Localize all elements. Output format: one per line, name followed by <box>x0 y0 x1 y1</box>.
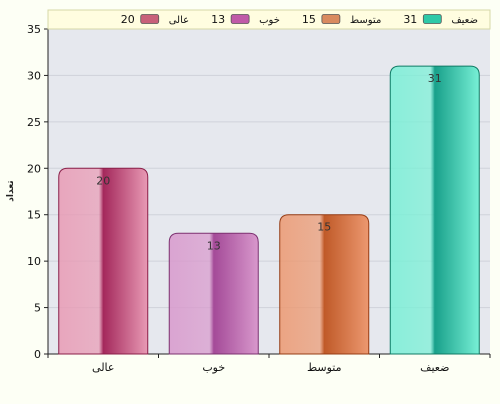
bar-2 <box>168 232 259 355</box>
y-tick-label: 30 <box>27 69 41 82</box>
x-tick-label: خوب <box>202 361 225 374</box>
data-label: 31 <box>428 72 442 85</box>
legend-value: 31 <box>403 13 417 26</box>
legend-label: خوب <box>259 15 280 26</box>
axes: 0 5 10 15 20 25 30 35 عالی خوب متوسط ضعیف <box>27 10 491 374</box>
bar-3 <box>279 214 370 355</box>
y-tick-label: 20 <box>27 162 41 175</box>
bar-4 <box>389 65 480 355</box>
bar-1 <box>58 167 149 355</box>
y-tick-label: 15 <box>27 209 41 222</box>
data-label: 20 <box>96 174 110 187</box>
legend-value: 13 <box>211 13 225 26</box>
data-label: 15 <box>317 221 331 234</box>
x-tick-label: ضعیف <box>420 361 449 374</box>
legend-swatch <box>140 14 160 24</box>
legend-label: ضعیف <box>451 15 478 26</box>
y-tick-label: 25 <box>27 116 41 129</box>
y-tick-label: 10 <box>27 255 41 268</box>
legend: ضعیف 31 متوسط 15 خوب 13 عالی 20 <box>47 9 491 30</box>
y-tick-label: 5 <box>34 302 41 315</box>
legend-swatch <box>321 14 341 24</box>
legend-swatch <box>422 14 442 24</box>
legend-value: 20 <box>121 13 135 26</box>
x-tick-label: متوسط <box>307 361 342 374</box>
legend-value: 15 <box>302 13 316 26</box>
y-axis-title: تعداد <box>6 180 16 201</box>
x-tick-label: عالی <box>92 361 114 374</box>
data-label: 13 <box>207 239 221 252</box>
bars: 20 13 15 31 <box>58 65 480 355</box>
y-tick-label: 0 <box>34 348 41 361</box>
legend-label: عالی <box>169 15 189 26</box>
y-tick-label: 35 <box>27 23 41 36</box>
legend-swatch <box>230 14 250 24</box>
legend-label: متوسط <box>350 15 381 26</box>
